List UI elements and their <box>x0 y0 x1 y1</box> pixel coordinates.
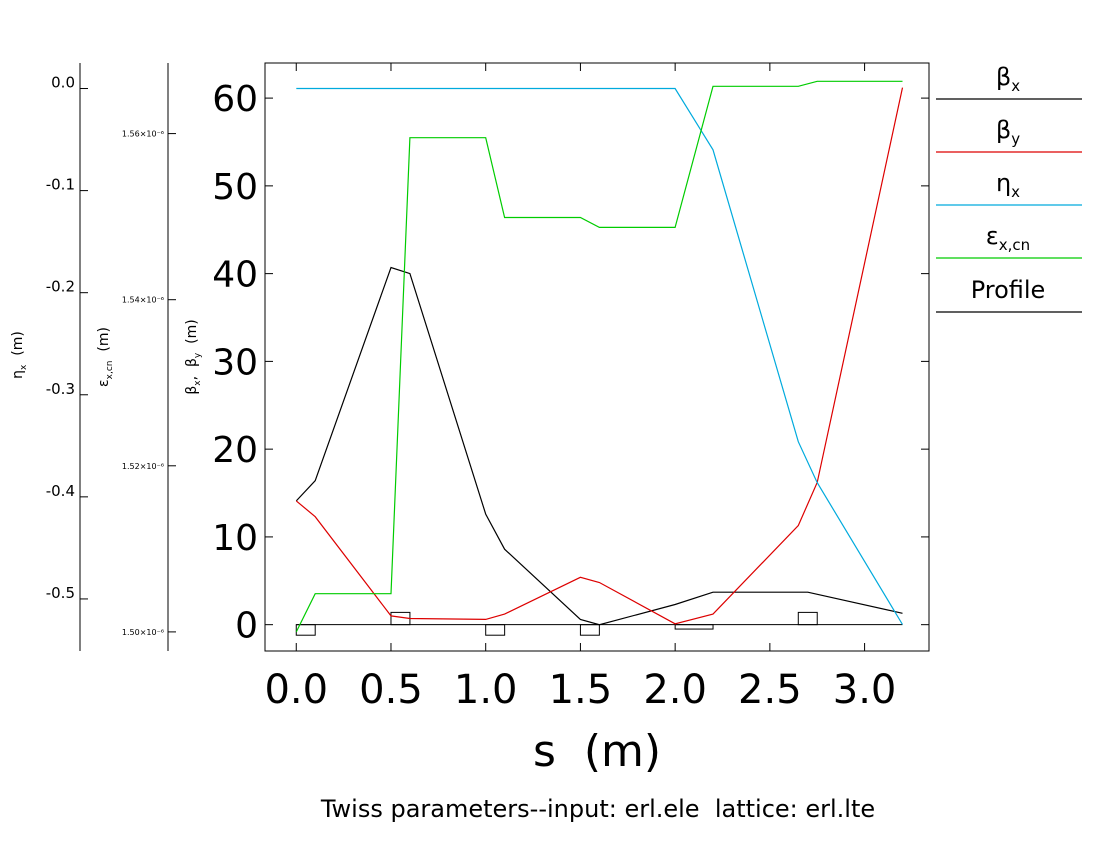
y-axis-label: βx, βy (m) <box>184 319 203 394</box>
eta-axis-label: ηx (m) <box>10 331 29 379</box>
eta-tick-label: -0.5 <box>46 584 75 602</box>
y-tick-label: 50 <box>212 167 258 208</box>
y-tick-label: 20 <box>212 430 258 471</box>
x-tick-label: 2.5 <box>738 667 802 713</box>
eta-tick-label: -0.1 <box>46 176 75 194</box>
legend-label: ηx <box>996 169 1020 201</box>
plot-frame <box>264 62 930 652</box>
eta-tick-label: -0.4 <box>46 482 75 500</box>
x-tick-label: 0.5 <box>359 667 423 713</box>
emit-tick-label: 1.50×10⁻⁶ <box>122 628 164 637</box>
x-axis-label: s (m) <box>533 726 661 777</box>
profile-element <box>797 611 818 626</box>
x-tick-label: 2.0 <box>643 667 707 713</box>
legend-group: βx βy ηx εx,cn Profile <box>936 63 1082 313</box>
legend-label: βy <box>996 116 1020 148</box>
eta-tick-label: -0.3 <box>46 380 75 398</box>
emit-axis-label: εx,cn (m) <box>96 327 115 387</box>
series-line-xcn <box>295 80 903 633</box>
eta-tick-label: -0.2 <box>46 278 75 296</box>
y-tick-label: 30 <box>212 342 258 383</box>
eta-tick-label: 0.0 <box>51 74 75 92</box>
y-tick-label: 40 <box>212 255 258 296</box>
x-tick-label: 3.0 <box>833 667 897 713</box>
emit-tick-label: 1.54×10⁻⁶ <box>122 296 164 305</box>
profile-element <box>295 624 316 636</box>
x-tick-label: 1.0 <box>454 667 518 713</box>
series-line-y <box>295 87 904 625</box>
emit-tick-label: 1.56×10⁻⁶ <box>122 130 164 139</box>
axes-group: 0.0 0.5 1.0 1.5 2.0 2.5 3.0 0 10 20 30 40 50 60 0.0 -0.… <box>46 63 929 713</box>
profile-element <box>579 624 600 636</box>
legend-label: εx,cn <box>986 222 1030 254</box>
y-tick-label: 0 <box>235 606 258 647</box>
series-line-x <box>295 266 903 626</box>
profile-element <box>674 624 714 630</box>
legend-label: Profile <box>971 276 1046 304</box>
x-tick-label: 0.0 <box>264 667 328 713</box>
emit-tick-label: 1.52×10⁻⁶ <box>122 462 164 471</box>
series-group <box>295 80 904 633</box>
series-line-x <box>296 87 904 625</box>
legend-label: βx <box>996 63 1020 95</box>
x-tick-label: 1.5 <box>549 667 613 713</box>
y-tick-label: 60 <box>212 79 258 120</box>
y-tick-label: 10 <box>212 518 258 559</box>
profile-group <box>295 611 903 636</box>
chart-title: Twiss parameters--input: erl.ele lattice… <box>320 795 875 823</box>
profile-element <box>485 624 506 636</box>
